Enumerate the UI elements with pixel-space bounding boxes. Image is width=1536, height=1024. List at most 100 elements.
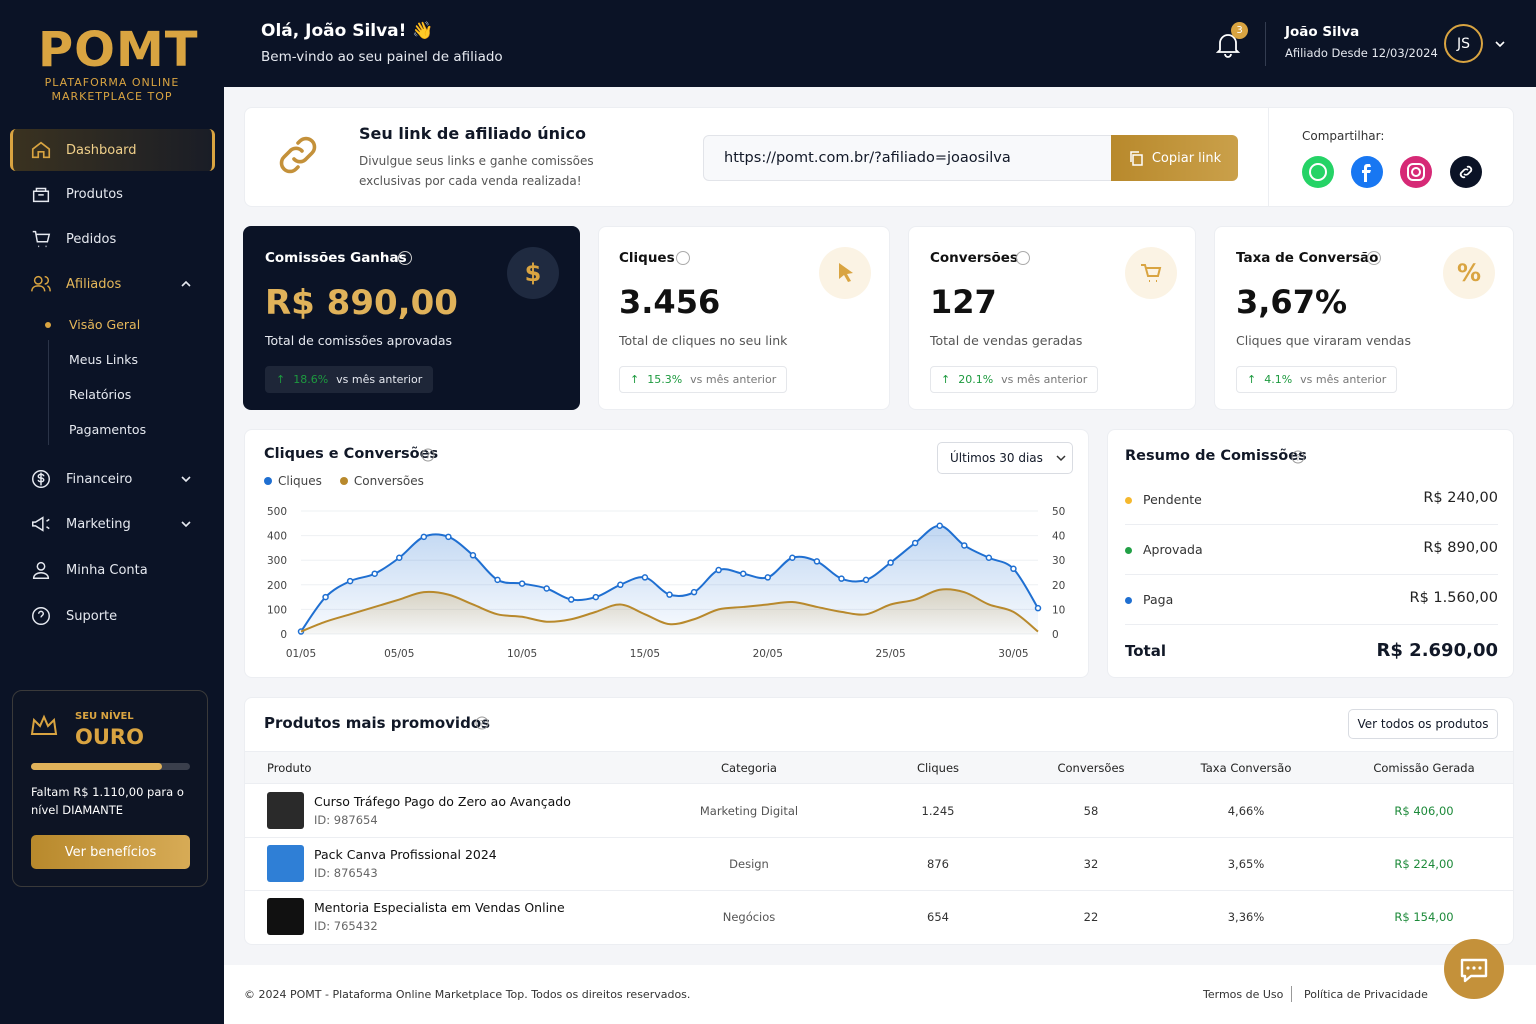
range-label: Últimos 30 dias [950,451,1043,465]
point [567,596,575,603]
x-tick-label: 30/05 [998,648,1028,660]
series-line [300,588,1039,633]
product-id: ID: 876543 [314,866,378,880]
point [862,576,870,584]
nav-item[interactable]: Dashboard [30,138,137,162]
header [224,0,1536,87]
help-icon[interactable]: ? [1291,450,1305,464]
arrow: ↑ [1247,373,1257,386]
footer-link[interactable]: Termos de Uso [1203,988,1284,1001]
cell-rate: 4,66% [1227,804,1265,818]
submenu-item[interactable]: Meus Links [69,352,138,367]
y2-tick-label: 10 [1052,604,1065,616]
nav-item[interactable]: Marketing [30,512,131,536]
nav-item[interactable]: Pedidos [30,227,116,251]
arrow: ↑ [630,373,640,386]
copy-label: Copiar link [1151,150,1222,166]
point [494,576,501,584]
cell-category: Design [729,857,769,871]
logo[interactable]: POMT [38,22,199,78]
table-header [245,751,1513,784]
change-compare: vs mês anterior [1001,373,1088,386]
legend: Cliques Conversões [264,474,424,488]
column-header: Comissão Gerada [1373,761,1475,775]
nav-item[interactable]: Financeiro [30,467,132,491]
help-icon[interactable] [1367,251,1381,265]
help-icon[interactable]: ? [475,716,489,730]
legend-label: Cliques [278,474,322,488]
cell-conversions: 22 [1083,910,1099,924]
icon [31,275,51,292]
cell-rate: 3,65% [1227,857,1265,871]
copy-share[interactable] [1450,156,1482,188]
nav-label: Afiliados [66,276,122,292]
instagram[interactable] [1400,156,1432,188]
range-dropdown[interactable]: Últimos 30 dias [937,442,1073,474]
chat-button[interactable] [1443,938,1505,1000]
stat-description: Total de vendas geradas [930,333,1083,348]
chevron[interactable] [180,473,192,485]
nav-item[interactable]: Produtos [30,182,123,206]
chevron[interactable] [180,278,192,290]
divider [1291,986,1292,1002]
divider [1265,22,1266,66]
change-compare: vs mês anterior [1300,373,1387,386]
status-label: Aprovada [1143,542,1203,557]
y-tick-label: 300 [267,555,287,567]
legend-swatch [264,477,272,485]
point [543,585,550,592]
product-id: ID: 765432 [314,919,378,933]
instagram-glyph [1407,163,1425,181]
point [371,570,378,577]
column-header: Cliques [916,761,960,775]
nav-item[interactable]: Afiliados [30,272,121,296]
view-all-button[interactable]: Ver todos os produtos [1348,709,1498,739]
avatar[interactable]: JS [1444,24,1483,63]
help-icon[interactable] [398,251,412,265]
point [764,574,772,581]
tagline: MARKETPLACE TOP [51,90,173,103]
arrow: ↑ [276,373,286,386]
link-glyph [1459,165,1473,179]
stat-description: Total de comissões aprovadas [265,333,453,348]
chevron[interactable] [180,518,192,530]
icon-glyph: $ [525,259,542,287]
svg-text:?: ? [1296,454,1301,464]
copy-icon [1130,151,1143,166]
icon-bg [507,247,559,299]
x-tick-label: 15/05 [630,648,660,660]
help-icon[interactable] [1016,251,1030,265]
nav-item[interactable]: Minha Conta [30,558,148,582]
products-title: Produtos mais promovidos [264,714,491,732]
point [445,533,452,541]
help-icon[interactable] [676,251,690,265]
greeting: Olá, João Silva! 👋 [261,21,434,41]
y2-tick-label: 50 [1052,506,1065,518]
chevron[interactable] [1494,38,1506,50]
x-tick-label: 01/05 [286,648,316,660]
stat-value: 127 [930,283,997,321]
submenu-item[interactable]: Visão Geral [69,317,141,332]
divider [1125,624,1498,625]
nav-label: Marketing [66,516,131,532]
whatsapp[interactable] [1302,156,1334,188]
x-tick-label: 10/05 [507,648,537,660]
cell-category: Marketing Digital [699,804,799,818]
arrow: ↑ [941,373,951,386]
icon [32,561,50,579]
subtitle: Bem-vindo ao seu painel de afiliado [261,49,503,65]
footer-link[interactable]: Política de Privacidade [1304,988,1428,1001]
column-header: Taxa Conversão [1200,761,1292,775]
cell-clicks: 1.245 [921,804,955,818]
submenu-item[interactable]: Pagamentos [69,422,147,437]
nav-item[interactable]: Suporte [30,604,117,628]
submenu-item[interactable]: Relatórios [69,387,132,402]
link-input[interactable]: https://pomt.com.br/?afiliado=joaosilva [703,135,1123,181]
level-button[interactable]: Ver benefícios [31,835,190,869]
bell-icon[interactable] [1214,31,1242,59]
x-tick-label: 25/05 [875,648,905,660]
point [641,574,649,581]
copy-button[interactable]: Copiar link [1111,135,1238,181]
y-tick-label: 100 [267,604,287,616]
help-icon[interactable]: ? [421,448,435,462]
